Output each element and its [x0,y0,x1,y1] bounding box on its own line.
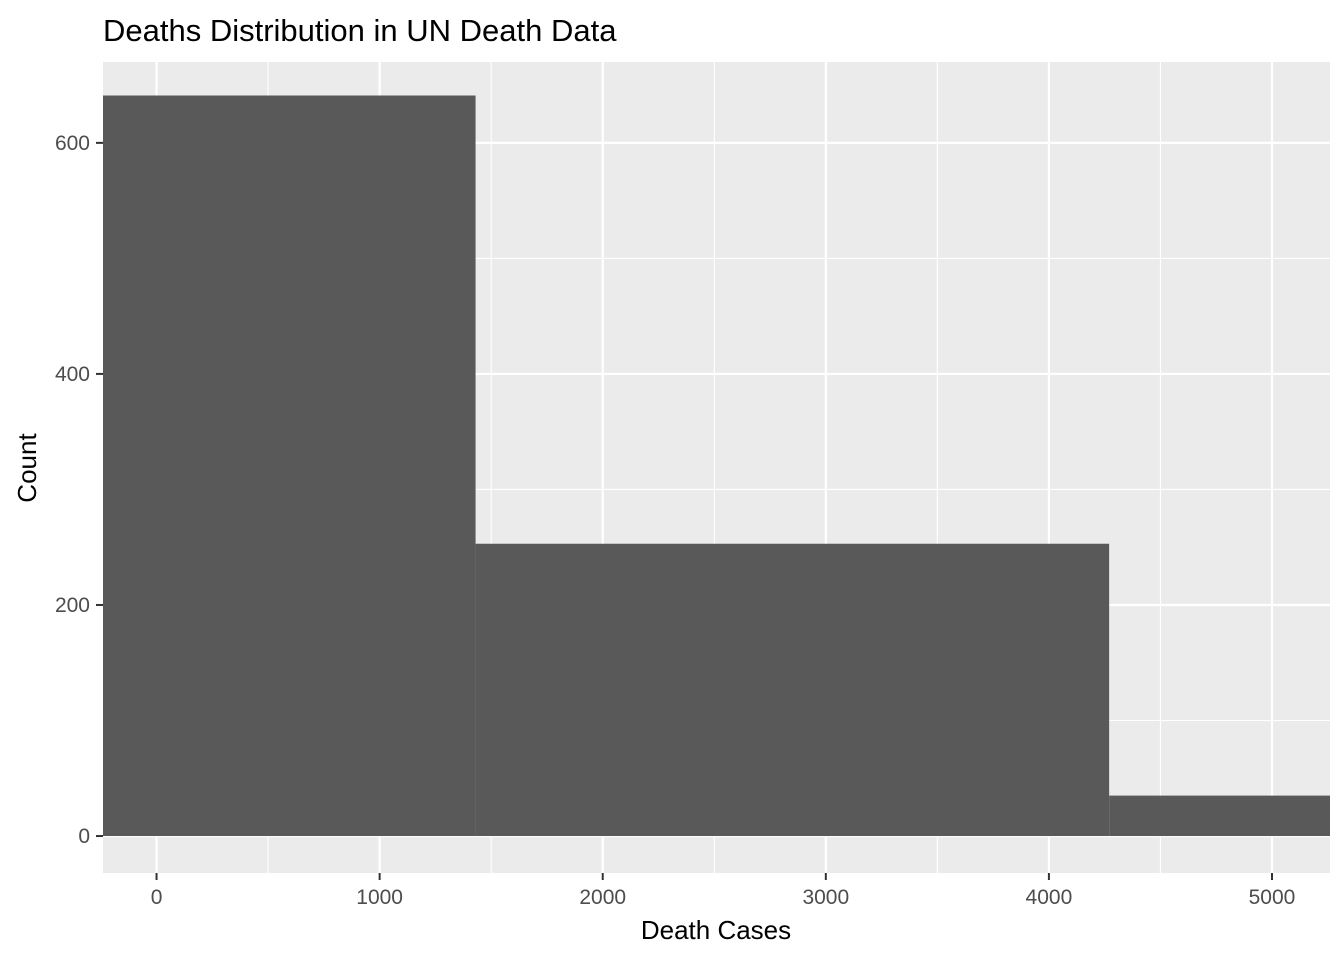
x-tick-label: 0 [151,886,163,909]
x-tick-label: 2000 [579,886,626,909]
y-tick-label: 600 [55,132,90,155]
x-tick-label: 1000 [356,886,403,909]
chart-title: Deaths Distribution in UN Death Data [103,13,617,48]
y-tick-label: 200 [55,594,90,617]
x-tick-label: 5000 [1249,886,1296,909]
histogram-bar-2 [475,543,1110,837]
histogram-bar-1 [103,95,476,837]
y-tick-label: 400 [55,363,90,386]
x-axis-title: Death Cases [641,915,791,945]
histogram-bar-3 [1109,795,1330,837]
y-axis: 0 200 400 600 [55,132,103,848]
x-tick-label: 3000 [802,886,849,909]
histogram-bars [103,95,1330,837]
y-axis-title: Count [12,433,42,503]
y-tick-label: 0 [78,825,90,848]
x-axis: 0 1000 2000 3000 4000 5000 [151,873,1296,909]
x-tick-label: 4000 [1026,886,1073,909]
